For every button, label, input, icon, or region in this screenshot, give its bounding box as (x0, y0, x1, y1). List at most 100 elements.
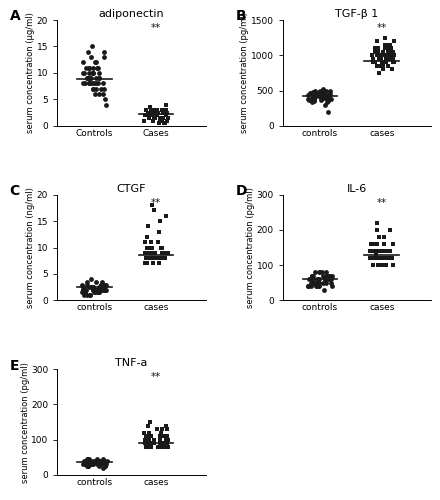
Point (82, 460, 89, 468)
Point (88, 283, 95, 291)
Point (150, 108, 157, 116)
Point (97, 286, 104, 294)
Point (161, 119, 168, 127)
Point (385, 62, 392, 70)
Point (103, 286, 110, 294)
Point (81, 69, 88, 77)
Point (96, 458, 103, 466)
Point (88, 42, 95, 50)
Point (319, 90, 326, 98)
Point (81, 457, 88, 465)
Point (314, 92, 321, 100)
Point (165, 114, 172, 122)
Point (309, 279, 316, 287)
Point (323, 268, 330, 276)
Point (324, 275, 331, 283)
Point (97, 280, 104, 288)
Point (325, 272, 332, 280)
Point (308, 98, 315, 106)
Point (308, 90, 315, 98)
Point (83, 280, 90, 288)
Point (382, 55, 389, 63)
Point (158, 254, 165, 262)
Point (315, 279, 322, 287)
Point (372, 240, 379, 248)
Point (313, 275, 320, 283)
Point (322, 279, 329, 287)
Point (305, 91, 312, 99)
Point (157, 436, 164, 444)
Point (159, 244, 166, 252)
Point (157, 116, 164, 124)
Point (377, 254, 384, 262)
Point (323, 92, 330, 100)
Point (319, 272, 326, 280)
Point (99, 464, 106, 472)
Point (155, 260, 162, 268)
Point (378, 247, 385, 255)
Point (101, 462, 108, 470)
Point (308, 272, 315, 280)
Point (387, 55, 394, 63)
Point (383, 247, 390, 255)
Point (141, 428, 148, 436)
Point (142, 440, 149, 448)
Point (311, 97, 318, 105)
Point (150, 254, 157, 262)
Point (90, 80, 97, 88)
Point (160, 249, 167, 257)
Point (96, 457, 103, 465)
Point (151, 111, 158, 119)
Point (84, 74, 91, 82)
Point (159, 106, 166, 114)
Point (374, 52, 381, 60)
Point (378, 58, 385, 66)
Point (88, 460, 95, 468)
Point (93, 288, 100, 296)
Point (86, 80, 93, 88)
Point (306, 96, 313, 104)
Point (101, 280, 108, 288)
Point (79, 58, 86, 66)
Point (316, 282, 323, 290)
Point (380, 58, 387, 66)
Point (85, 457, 92, 465)
Point (159, 440, 166, 448)
Point (154, 111, 161, 119)
Point (157, 114, 164, 122)
Point (376, 69, 383, 77)
Point (143, 260, 150, 268)
Point (319, 85, 326, 93)
Point (90, 85, 97, 93)
Point (327, 275, 334, 283)
Point (86, 460, 93, 468)
Point (328, 279, 335, 287)
Point (92, 58, 99, 66)
Point (373, 254, 380, 262)
Point (98, 460, 105, 468)
Point (310, 88, 317, 96)
Point (373, 240, 380, 248)
Point (379, 254, 386, 262)
Point (165, 436, 172, 444)
Point (382, 261, 389, 269)
Point (150, 254, 158, 262)
Point (146, 244, 153, 252)
Point (367, 247, 374, 255)
Point (89, 460, 96, 468)
Point (164, 436, 171, 444)
Point (162, 422, 169, 430)
Point (387, 247, 394, 255)
Point (380, 254, 387, 262)
Point (370, 254, 377, 262)
Point (142, 432, 149, 440)
Point (85, 74, 92, 82)
Point (329, 282, 336, 290)
Point (82, 460, 89, 468)
Point (308, 282, 315, 290)
Point (94, 286, 101, 294)
Point (157, 443, 164, 451)
Point (150, 249, 157, 257)
Point (379, 48, 386, 56)
Point (376, 261, 383, 269)
